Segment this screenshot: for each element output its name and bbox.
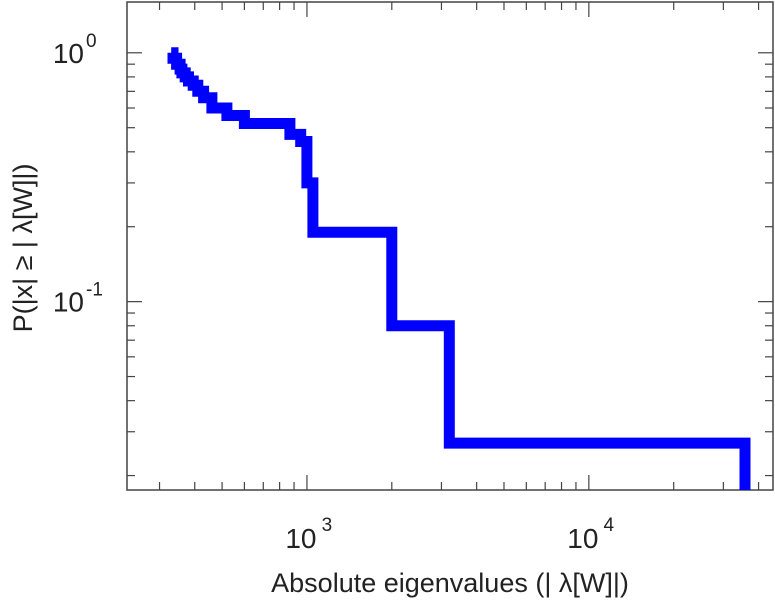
x-axis-label: Absolute eigenvalues (| λ[W]|) — [271, 568, 629, 598]
y-axis-label: P(|x| ≥ | λ[W]|) — [8, 164, 38, 333]
x-tick-label: 10 — [567, 523, 598, 554]
y-tick-label-exponent: 0 — [86, 31, 97, 52]
y-tick-label-exponent: -1 — [86, 280, 103, 301]
y-tick-label: 10 — [53, 38, 84, 69]
x-tick-label: 10 — [285, 523, 316, 554]
y-tick-label: 10 — [53, 287, 84, 318]
x-tick-label-exponent: 4 — [604, 515, 615, 536]
series-line — [167, 47, 751, 490]
series-layer — [167, 47, 751, 490]
axis-ticks — [127, 2, 773, 490]
tick-labels: 10 3 10 410 010 -1 — [53, 31, 615, 554]
x-tick-label-exponent: 3 — [322, 515, 333, 536]
plot-frame — [126, 1, 774, 491]
